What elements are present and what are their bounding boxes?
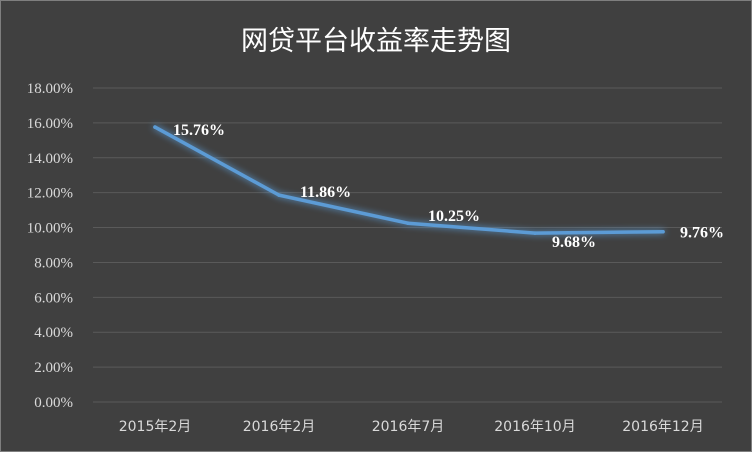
data-label: 11.86% — [300, 184, 351, 201]
y-tick-label: 0.00% — [34, 395, 73, 411]
y-tick-label: 18.00% — [27, 81, 73, 97]
data-point — [277, 193, 281, 197]
x-tick-label: 2016年10月 — [494, 419, 575, 435]
data-label: 9.68% — [552, 234, 596, 251]
x-tick-label: 2016年12月 — [622, 419, 703, 435]
data-point — [661, 229, 665, 234]
y-tick-label: 12.00% — [27, 186, 73, 202]
data-label: 10.25% — [428, 208, 480, 225]
y-tick-label: 16.00% — [27, 116, 73, 132]
data-point — [153, 125, 157, 129]
y-tick-label: 14.00% — [27, 151, 73, 167]
chart-title: 网贷平台收益率走势图 — [241, 26, 511, 57]
data-labels: 15.76% 11.86% 10.25% 9.68% 9.76% — [173, 122, 724, 251]
series-line — [153, 125, 665, 235]
y-tick-label: 6.00% — [34, 290, 73, 306]
y-tick-label: 10.00% — [27, 221, 73, 237]
x-tick-label: 2016年2月 — [243, 419, 316, 435]
x-tick-label: 2016年7月 — [372, 419, 445, 435]
data-point — [533, 231, 537, 235]
y-tick-label: 8.00% — [34, 255, 73, 271]
gridlines — [93, 87, 722, 403]
data-label: 9.76% — [680, 225, 724, 242]
series-layer — [153, 125, 665, 235]
x-tick-label: 2015年2月 — [119, 419, 192, 435]
x-axis-ticks: 2015年2月 2016年2月 2016年7月 2016年10月 2016年12月 — [119, 419, 704, 435]
y-tick-label: 2.00% — [34, 360, 73, 376]
y-axis-ticks: 0.00% 2.00% 4.00% 6.00% 8.00% 10.00% 12.00% 14.… — [27, 81, 73, 411]
data-label: 15.76% — [173, 122, 225, 139]
y-tick-label: 4.00% — [34, 325, 73, 341]
data-point — [406, 221, 410, 225]
